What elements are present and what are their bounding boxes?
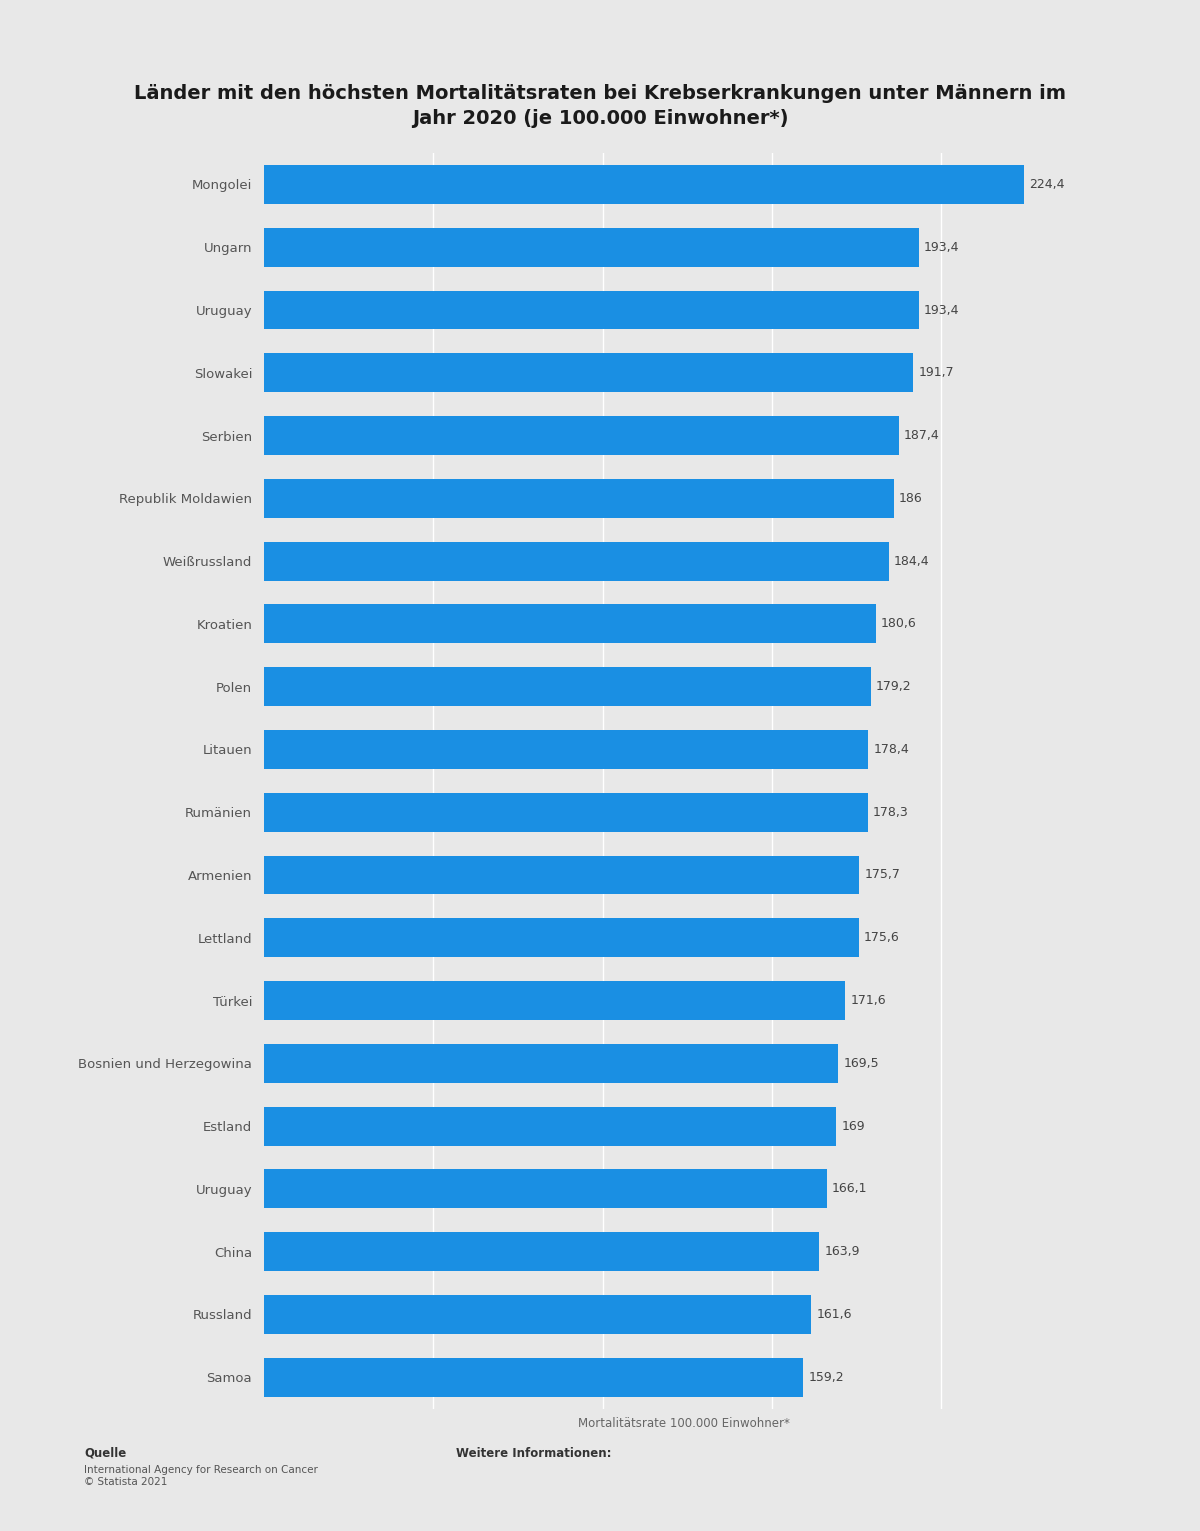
Text: Länder mit den höchsten Mortalitätsraten bei Krebserkrankungen unter Männern im
: Länder mit den höchsten Mortalitätsraten… bbox=[134, 84, 1066, 129]
Text: 193,4: 193,4 bbox=[924, 240, 960, 254]
Text: Quelle: Quelle bbox=[84, 1447, 126, 1459]
Bar bbox=[264, 542, 888, 580]
Text: 184,4: 184,4 bbox=[894, 554, 929, 568]
Text: 169,5: 169,5 bbox=[844, 1056, 878, 1070]
Bar bbox=[264, 416, 899, 455]
Text: 178,4: 178,4 bbox=[874, 743, 910, 756]
Text: 187,4: 187,4 bbox=[904, 429, 940, 442]
Bar bbox=[264, 605, 876, 643]
Text: 193,4: 193,4 bbox=[924, 303, 960, 317]
Bar bbox=[264, 354, 913, 392]
Text: 180,6: 180,6 bbox=[881, 617, 917, 631]
Bar bbox=[264, 668, 871, 706]
Text: 169: 169 bbox=[841, 1119, 865, 1133]
Text: 178,3: 178,3 bbox=[874, 805, 908, 819]
Bar bbox=[264, 228, 919, 266]
Bar bbox=[264, 981, 845, 1020]
Bar bbox=[264, 1107, 836, 1145]
Text: 179,2: 179,2 bbox=[876, 680, 912, 694]
Text: 159,2: 159,2 bbox=[809, 1370, 844, 1384]
Text: 224,4: 224,4 bbox=[1030, 178, 1064, 191]
Text: 186: 186 bbox=[899, 491, 923, 505]
Text: 161,6: 161,6 bbox=[816, 1307, 852, 1321]
Text: 191,7: 191,7 bbox=[918, 366, 954, 380]
Text: 166,1: 166,1 bbox=[832, 1182, 868, 1196]
Bar bbox=[264, 1358, 803, 1396]
Bar bbox=[264, 1232, 820, 1271]
Text: Weitere Informationen:: Weitere Informationen: bbox=[456, 1447, 612, 1459]
Text: 171,6: 171,6 bbox=[851, 994, 886, 1007]
Bar bbox=[264, 919, 859, 957]
X-axis label: Mortalitätsrate 100.000 Einwohner*: Mortalitätsrate 100.000 Einwohner* bbox=[578, 1416, 790, 1430]
Bar bbox=[264, 856, 859, 894]
Bar bbox=[264, 291, 919, 329]
Text: 175,7: 175,7 bbox=[864, 868, 900, 882]
Bar bbox=[264, 1295, 811, 1334]
Text: 163,9: 163,9 bbox=[824, 1245, 859, 1258]
Bar bbox=[264, 1044, 838, 1082]
Bar bbox=[264, 1170, 827, 1208]
Bar bbox=[264, 479, 894, 517]
Bar bbox=[264, 730, 869, 769]
Text: 175,6: 175,6 bbox=[864, 931, 900, 945]
Bar bbox=[264, 165, 1024, 204]
Bar bbox=[264, 793, 868, 831]
Text: International Agency for Research on Cancer
© Statista 2021: International Agency for Research on Can… bbox=[84, 1465, 318, 1487]
